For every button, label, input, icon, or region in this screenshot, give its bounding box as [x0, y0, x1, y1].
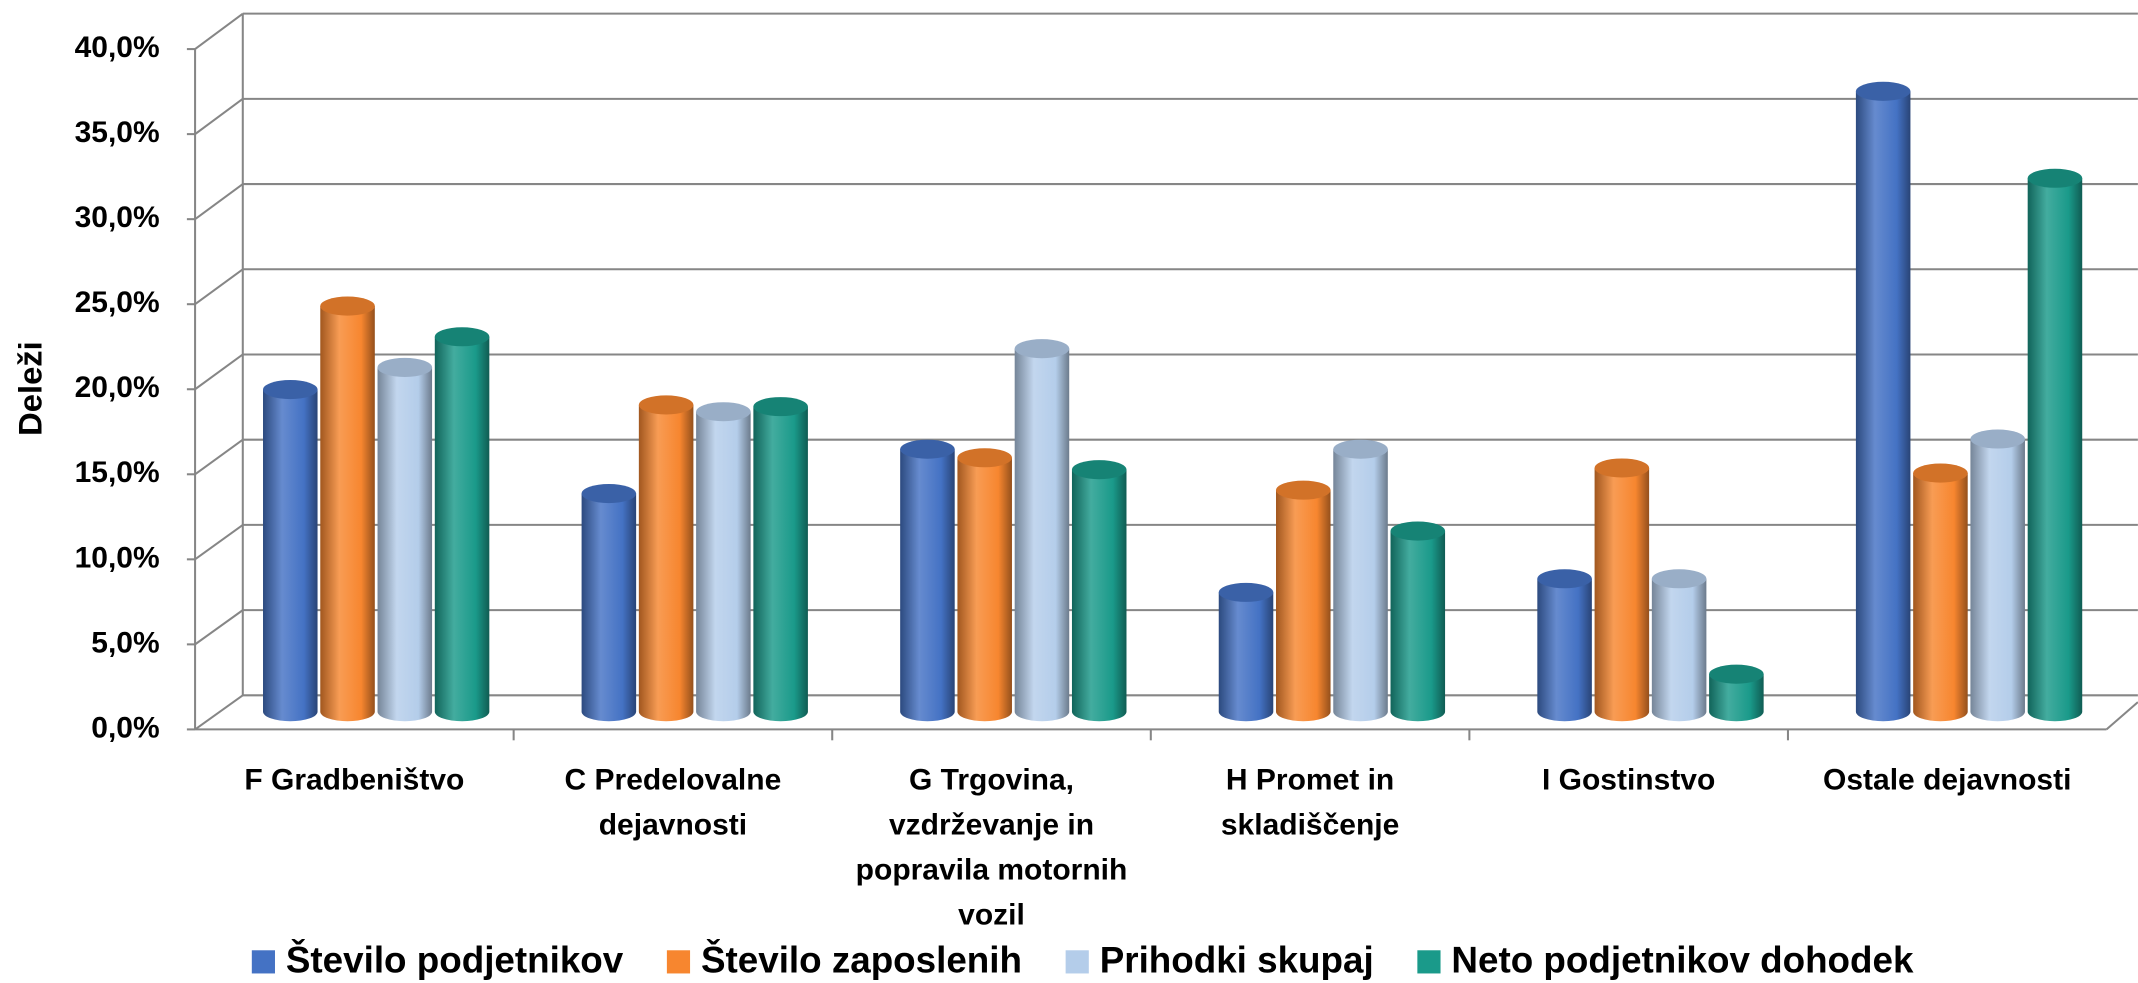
- bar-cap: [1855, 81, 1911, 101]
- bar: [1651, 578, 1707, 722]
- bar: [900, 449, 955, 722]
- legend-label: Število zaposlenih: [701, 938, 1022, 980]
- bar-cap: [1594, 458, 1650, 478]
- y-tick-label: 0,0%: [91, 711, 159, 744]
- bar: [753, 406, 808, 722]
- bar-cap: [1014, 339, 1070, 359]
- bar-cap: [1537, 569, 1592, 589]
- bar-cap: [263, 380, 318, 400]
- bar: [1970, 439, 2025, 722]
- x-tick-label: I Gostinstvo: [1541, 762, 1716, 797]
- grid-line-side: [194, 694, 244, 731]
- y-tick-label: 25,0%: [75, 286, 160, 319]
- bar: [1218, 592, 1274, 722]
- bar-cap: [1071, 460, 1127, 480]
- bar-cap: [1970, 429, 2025, 449]
- grid-line-side: [194, 524, 244, 561]
- grid-line-side: [194, 268, 244, 306]
- bar-cap: [753, 397, 808, 417]
- bar: [377, 367, 433, 722]
- bar: [1913, 473, 1968, 722]
- legend-swatch: [1065, 950, 1089, 974]
- bar: [263, 389, 318, 722]
- grid-line-side: [194, 438, 244, 476]
- bar-cap: [2027, 168, 2083, 188]
- floor-edge: [2105, 701, 2138, 731]
- legend-label: Neto podjetnikov dohodek: [1451, 939, 1914, 980]
- bar-cap: [1333, 439, 1388, 459]
- bar-cap: [377, 357, 433, 377]
- bar: [1594, 467, 1650, 722]
- bar-cap: [1276, 480, 1331, 500]
- grid-line-side: [194, 98, 244, 135]
- x-tick-label: Ostale dejavnosti: [1823, 762, 2072, 797]
- y-tick-label: 35,0%: [75, 116, 160, 149]
- bar-cap: [638, 395, 694, 415]
- legend-label: Število podjetnikov: [286, 938, 624, 980]
- bar: [1709, 674, 1764, 722]
- bar-cap: [434, 327, 490, 347]
- bar-cap: [1651, 569, 1707, 589]
- bar: [1014, 348, 1070, 722]
- y-tick-label: 10,0%: [75, 541, 160, 574]
- bar: [1071, 469, 1127, 722]
- y-axis-label: Deleži: [11, 341, 48, 436]
- legend-item: Število podjetnikov: [251, 938, 624, 980]
- y-tick-label: 40,0%: [75, 31, 160, 64]
- bar-cap: [320, 296, 375, 316]
- bar-cap: [900, 439, 955, 459]
- bar-cap: [1709, 664, 1764, 684]
- bar: [1855, 91, 1911, 722]
- bar-cap: [1390, 521, 1446, 541]
- bar-cap: [581, 484, 637, 504]
- bar: [1333, 449, 1388, 722]
- grid-line-side: [194, 183, 244, 220]
- grid-line-side: [194, 609, 244, 646]
- legend-swatch: [666, 950, 691, 974]
- x-tick-label: G Trgovina, vzdrževanje in popravila mot…: [855, 762, 1128, 932]
- bar: [696, 411, 751, 722]
- grid-line-side: [194, 353, 244, 391]
- bar: [1537, 578, 1592, 722]
- y-tick-label: 5,0%: [91, 626, 159, 659]
- bar-cap: [1218, 582, 1274, 602]
- legend-swatch: [251, 950, 275, 974]
- bar: [581, 493, 637, 722]
- legend-label: Prihodki skupaj: [1100, 939, 1374, 980]
- x-tick-label: C Predelovalne dejavnosti: [564, 762, 782, 842]
- bar: [320, 306, 375, 722]
- y-tick-label: 20,0%: [75, 371, 160, 404]
- bar-cap: [1913, 463, 1968, 483]
- bar: [1390, 531, 1446, 722]
- legend-item: Prihodki skupaj: [1065, 939, 1374, 980]
- bar-cap: [696, 402, 751, 422]
- y-tick-label: 15,0%: [75, 456, 160, 489]
- bar: [2027, 178, 2083, 722]
- legend-item: Število zaposlenih: [666, 938, 1022, 980]
- grid-line-side: [194, 12, 244, 50]
- bar: [434, 336, 490, 722]
- legend-swatch: [1417, 950, 1441, 974]
- legend-item: Neto podjetnikov dohodek: [1417, 939, 1914, 980]
- x-tick-label: F Gradbeništvo: [244, 762, 465, 797]
- x-tick-label: H Promet in skladiščenje: [1220, 762, 1400, 842]
- bar: [1276, 490, 1331, 722]
- y-tick-label: 30,0%: [75, 201, 160, 234]
- bar: [957, 457, 1012, 722]
- bar: [638, 404, 694, 722]
- bar-cap: [957, 448, 1012, 468]
